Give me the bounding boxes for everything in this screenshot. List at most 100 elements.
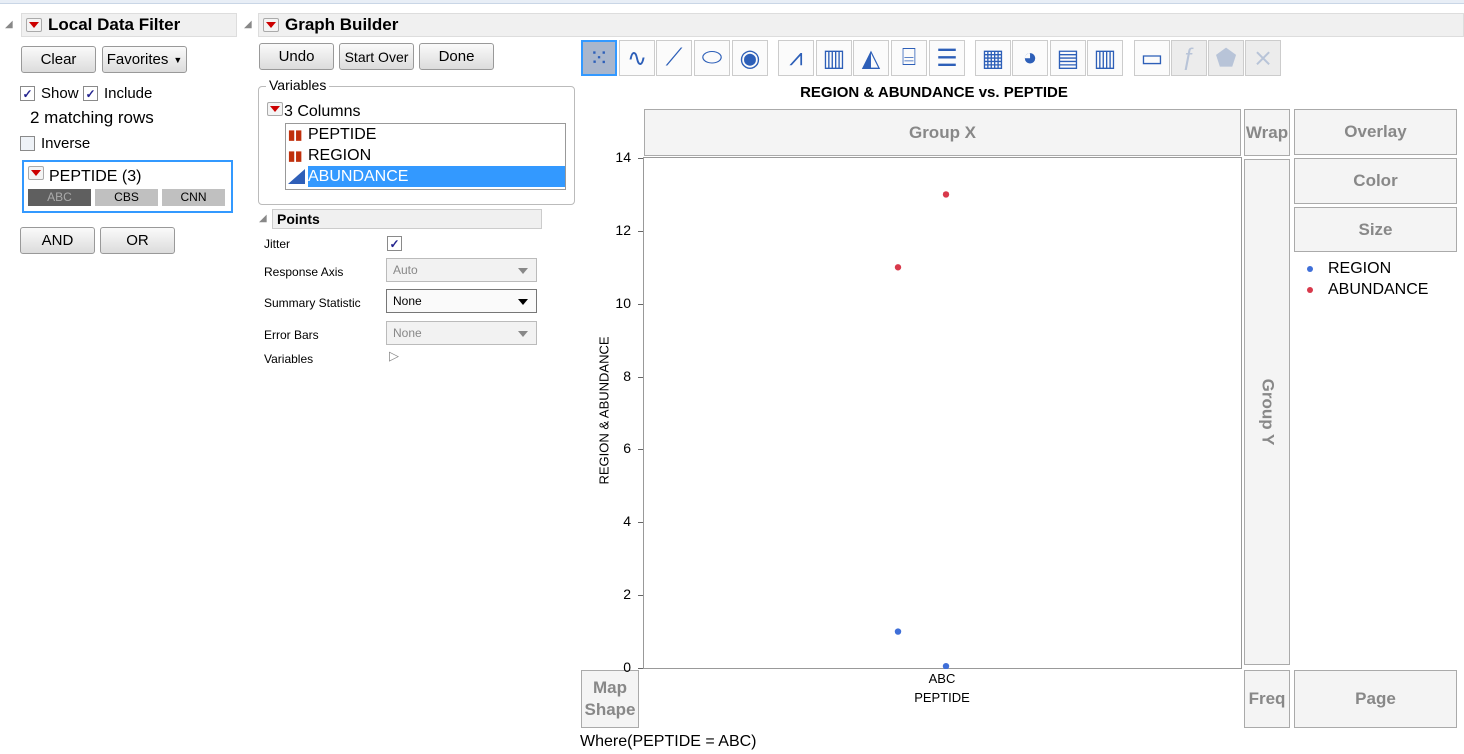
- group-y-label: Group Y: [1258, 378, 1277, 446]
- menu-red-triangle-icon[interactable]: [26, 18, 42, 32]
- level-cnn[interactable]: CNN: [162, 189, 225, 206]
- points-icon[interactable]: ⁙: [581, 40, 617, 76]
- parallel-icon[interactable]: ⨯: [1245, 40, 1281, 76]
- inverse-checkbox[interactable]: [20, 136, 35, 151]
- column-item-peptide[interactable]: ▮▮ PEPTIDE: [286, 124, 565, 145]
- where-clause: Where(PEPTIDE = ABC): [580, 733, 757, 750]
- and-button[interactable]: AND: [20, 227, 95, 254]
- graph-builder-header: Graph Builder: [258, 13, 1464, 37]
- area-icon[interactable]: ◭: [853, 40, 889, 76]
- legend-marker-icon: [1307, 286, 1313, 293]
- done-button[interactable]: Done: [419, 43, 494, 70]
- collapse-icon[interactable]: ◢: [244, 19, 252, 30]
- bar-icon[interactable]: ▥: [816, 40, 852, 76]
- jitter-checkbox[interactable]: ✓: [387, 236, 402, 251]
- data-point-region[interactable]: [894, 628, 902, 635]
- show-checkbox[interactable]: ✓: [20, 86, 35, 101]
- box-plot-icon[interactable]: ⌸: [891, 40, 927, 76]
- data-point-region[interactable]: [942, 662, 950, 669]
- error-bars-select[interactable]: None: [386, 321, 537, 345]
- nominal-bar-icon: ▮▮: [288, 127, 303, 142]
- line-of-fit-icon[interactable]: ⟋: [656, 40, 692, 76]
- column-item-region[interactable]: ▮▮ REGION: [286, 145, 565, 166]
- continuous-triangle-icon: [288, 169, 305, 184]
- y-tick-mark: [638, 595, 643, 597]
- include-label: Include: [104, 85, 153, 102]
- clear-button[interactable]: Clear: [21, 46, 96, 73]
- y-tick-mark: [638, 303, 643, 305]
- menu-red-triangle-icon[interactable]: [267, 102, 283, 116]
- smoother-icon[interactable]: ∿: [619, 40, 655, 76]
- menu-red-triangle-icon[interactable]: [263, 18, 279, 32]
- heatmap-icon[interactable]: ▦: [975, 40, 1011, 76]
- favorites-label: Favorites: [106, 51, 169, 68]
- column-item-abundance[interactable]: ABUNDANCE: [286, 166, 565, 187]
- column-list: ▮▮ PEPTIDE ▮▮ REGION ABUNDANCE: [285, 123, 566, 190]
- undo-button[interactable]: Undo: [259, 43, 334, 70]
- pie-icon[interactable]: ◕: [1012, 40, 1048, 76]
- chart-title: REGION & ABUNDANCE vs. PEPTIDE: [800, 84, 1068, 101]
- y-tick-label: 2: [623, 586, 631, 603]
- filter-header: Local Data Filter: [21, 13, 237, 37]
- include-checkbox[interactable]: ✓: [83, 86, 98, 101]
- jitter-label: Jitter: [264, 237, 291, 251]
- color-zone[interactable]: Color: [1294, 158, 1457, 204]
- collapse-icon[interactable]: ◢: [259, 213, 267, 224]
- y-axis[interactable]: 0 2 4 6 8 10 12 14: [600, 0, 643, 754]
- y-tick-mark: [638, 158, 643, 159]
- legend-item[interactable]: ABUNDANCE: [1307, 279, 1428, 300]
- data-point-abundance[interactable]: [894, 264, 902, 271]
- y-tick-label: 4: [623, 513, 631, 530]
- map-shape-icon[interactable]: ⬟: [1208, 40, 1244, 76]
- caption-box-icon[interactable]: ▭: [1134, 40, 1170, 76]
- legend-item[interactable]: REGION: [1307, 258, 1428, 279]
- window-top-border: [0, 0, 1464, 4]
- overlay-zone[interactable]: Overlay: [1294, 109, 1457, 155]
- or-button[interactable]: OR: [100, 227, 175, 254]
- summary-statistic-label: Summary Statistic: [264, 296, 361, 310]
- level-abc[interactable]: ABC: [28, 189, 91, 206]
- size-zone[interactable]: Size: [1294, 207, 1457, 252]
- column-name: PEPTIDE: [308, 126, 377, 143]
- expand-triangle-icon[interactable]: ▷: [389, 348, 399, 363]
- dropdown-arrow-icon: ▼: [173, 54, 183, 65]
- response-axis-select[interactable]: Auto: [386, 258, 537, 282]
- filter-column-label: PEPTIDE (3): [49, 168, 142, 185]
- freq-zone[interactable]: Freq: [1244, 670, 1290, 728]
- x-tick-label: ABC: [928, 671, 956, 686]
- start-over-button[interactable]: Start Over: [339, 43, 414, 70]
- treemap-icon[interactable]: ▤: [1050, 40, 1086, 76]
- collapse-icon[interactable]: ◢: [5, 19, 13, 30]
- formula-icon[interactable]: ƒ: [1171, 40, 1207, 76]
- plot-area[interactable]: [643, 157, 1242, 669]
- group-y-zone[interactable]: Group Y: [1244, 159, 1290, 665]
- summary-statistic-select[interactable]: None: [386, 289, 537, 313]
- group-x-zone[interactable]: Group X: [644, 109, 1241, 156]
- legend-label: ABUNDANCE: [1328, 280, 1429, 298]
- map-shape-zone[interactable]: Map Shape: [581, 670, 639, 728]
- variables-option-label: Variables: [264, 352, 314, 366]
- line-icon[interactable]: ⩘: [778, 40, 814, 76]
- column-name: ABUNDANCE: [308, 166, 565, 187]
- matching-rows-text: 2 matching rows: [30, 108, 154, 127]
- columns-label: 3 Columns: [284, 103, 361, 120]
- y-tick-label: 8: [623, 367, 631, 384]
- legend-marker-icon: [1307, 265, 1313, 272]
- page-zone[interactable]: Page: [1294, 670, 1457, 728]
- histogram-icon[interactable]: ☰: [929, 40, 965, 76]
- y-tick-label: 12: [615, 221, 631, 238]
- y-tick-mark: [638, 522, 643, 524]
- level-cbs[interactable]: CBS: [95, 189, 158, 206]
- menu-red-triangle-icon[interactable]: [28, 166, 44, 180]
- legend-label: REGION: [1328, 259, 1392, 277]
- wrap-zone[interactable]: Wrap: [1244, 109, 1290, 156]
- show-label: Show: [41, 85, 79, 102]
- ellipse-icon[interactable]: ⬭: [694, 40, 730, 76]
- mosaic-icon[interactable]: ▥: [1087, 40, 1123, 76]
- data-point-abundance[interactable]: [942, 191, 950, 198]
- error-bars-label: Error Bars: [264, 328, 319, 342]
- contour-icon[interactable]: ◉: [732, 40, 768, 76]
- y-tick-label: 6: [623, 440, 631, 457]
- filter-title: Local Data Filter: [48, 15, 181, 34]
- favorites-button[interactable]: Favorites ▼: [102, 46, 187, 73]
